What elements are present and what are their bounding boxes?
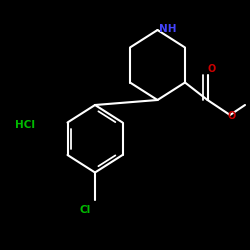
Text: O: O — [227, 111, 235, 121]
Text: NH: NH — [159, 24, 176, 34]
Text: Cl: Cl — [80, 205, 90, 215]
Text: O: O — [207, 64, 216, 74]
Text: HCl: HCl — [15, 120, 35, 130]
